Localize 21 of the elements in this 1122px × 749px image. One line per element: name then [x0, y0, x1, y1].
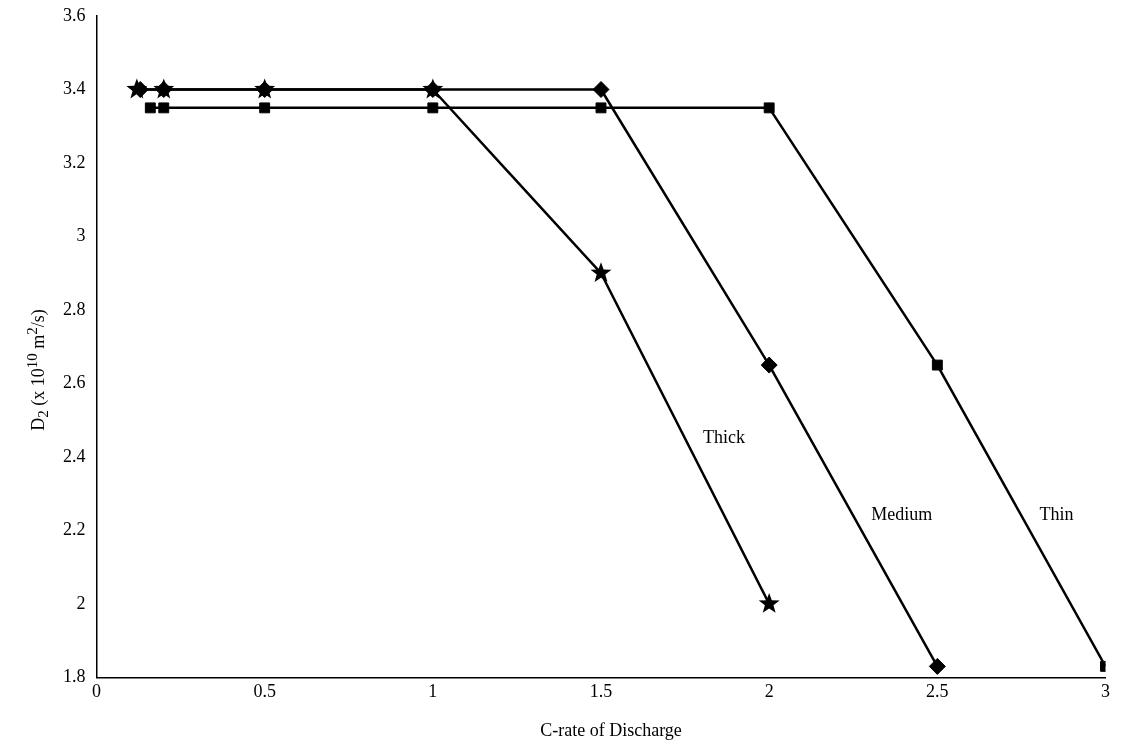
x-tick-label: 1.5	[589, 680, 613, 701]
x-tick-label: 3	[1101, 680, 1110, 701]
y-tick-label: 2.2	[63, 519, 86, 540]
x-tick-label: 2	[764, 680, 774, 701]
x-tick-label: 0.5	[253, 680, 276, 701]
y-tick-label: 2.8	[63, 298, 86, 319]
x-tick-label: 2.5	[926, 680, 949, 701]
y-tick-label: 3.6	[63, 4, 86, 25]
series-label: Thick	[703, 427, 746, 448]
y-tick-label: 2	[76, 592, 86, 613]
x-tick-label: 0	[92, 680, 101, 701]
y-tick-label: 3.4	[63, 78, 86, 99]
x-tick-label: 1	[428, 680, 438, 701]
x-axis-title: C-rate of Discharge	[539, 720, 683, 741]
y-tick-label: 2.4	[63, 445, 86, 466]
y-tick-label: 3	[76, 225, 86, 246]
y-tick-label: 2.6	[63, 372, 86, 393]
series-label: Medium	[871, 504, 933, 525]
y-tick-label: 1.8	[63, 666, 86, 687]
series-label: Thin	[1039, 504, 1074, 525]
y-tick-label: 3.2	[63, 151, 86, 172]
